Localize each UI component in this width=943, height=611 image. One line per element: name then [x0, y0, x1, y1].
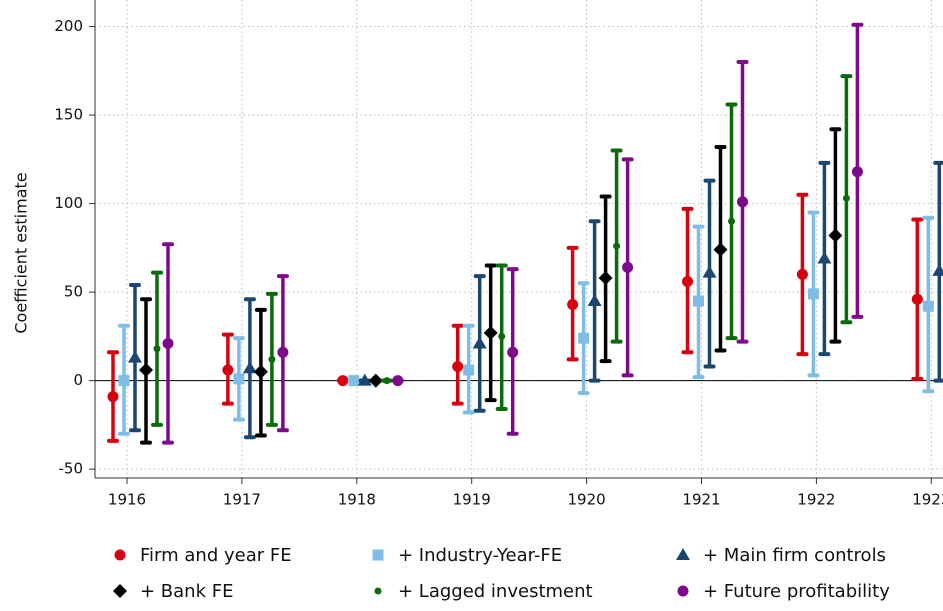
y-tick-label: 0 — [73, 371, 83, 389]
point — [118, 375, 130, 387]
point — [139, 363, 153, 378]
point — [796, 268, 808, 280]
point — [392, 375, 404, 387]
legend-marker — [114, 549, 126, 561]
legend-label: + Main firm controls — [703, 545, 886, 566]
point — [807, 288, 819, 300]
legend-label: + Lagged investment — [398, 581, 593, 602]
x-tick-label: 1921 — [682, 491, 720, 509]
point — [578, 332, 590, 344]
point — [911, 293, 923, 305]
point — [222, 364, 234, 376]
point — [922, 300, 934, 312]
point — [348, 375, 360, 387]
point — [842, 194, 850, 202]
legend-marker — [374, 587, 382, 595]
point — [622, 261, 634, 273]
point — [498, 332, 506, 340]
x-tick-label: 1923 — [912, 491, 943, 509]
point — [452, 360, 464, 372]
legend-marker — [677, 585, 689, 597]
x-tick-label: 1916 — [108, 491, 146, 509]
legend-label: + Future profitability — [703, 581, 890, 602]
x-tick-label: 1918 — [338, 491, 376, 509]
point — [693, 295, 704, 307]
point — [162, 337, 174, 349]
point — [713, 242, 728, 257]
point — [253, 364, 268, 379]
x-tick-label: 1920 — [568, 491, 606, 509]
point — [737, 196, 748, 208]
legend-label: Firm and year FE — [140, 545, 292, 566]
point — [598, 270, 613, 285]
legend-label: + Industry-Year-FE — [398, 545, 562, 566]
point — [242, 361, 257, 374]
point — [153, 345, 161, 353]
y-tick-label: 200 — [54, 17, 83, 35]
point — [472, 336, 487, 349]
y-axis-label: Coefficient estimate — [12, 172, 31, 333]
point — [507, 346, 519, 358]
legend-marker — [372, 549, 384, 561]
point — [567, 299, 579, 311]
point — [682, 275, 693, 287]
point — [932, 263, 943, 276]
point — [368, 373, 383, 388]
x-tick-label: 1919 — [453, 491, 491, 509]
legend-marker — [676, 548, 690, 560]
y-tick-label: 150 — [54, 106, 83, 124]
y-tick-label: 100 — [54, 194, 83, 212]
point — [383, 377, 391, 385]
point — [483, 325, 498, 340]
y-tick-label: -50 — [59, 460, 84, 478]
point — [728, 217, 735, 225]
point — [613, 242, 621, 250]
point — [128, 350, 142, 363]
x-tick-label: 1917 — [223, 491, 261, 509]
point — [337, 375, 349, 387]
point — [702, 265, 717, 278]
point — [233, 373, 245, 385]
point — [357, 373, 372, 386]
point — [587, 293, 602, 306]
legend-marker — [113, 584, 127, 598]
point — [851, 166, 863, 178]
point — [463, 364, 475, 376]
y-tick-label: 50 — [64, 283, 83, 301]
point — [277, 346, 289, 358]
point — [107, 391, 119, 403]
point — [268, 355, 276, 363]
legend-label: + Bank FE — [140, 581, 233, 602]
point — [828, 228, 843, 243]
x-tick-label: 1922 — [797, 491, 835, 509]
point — [817, 251, 832, 264]
